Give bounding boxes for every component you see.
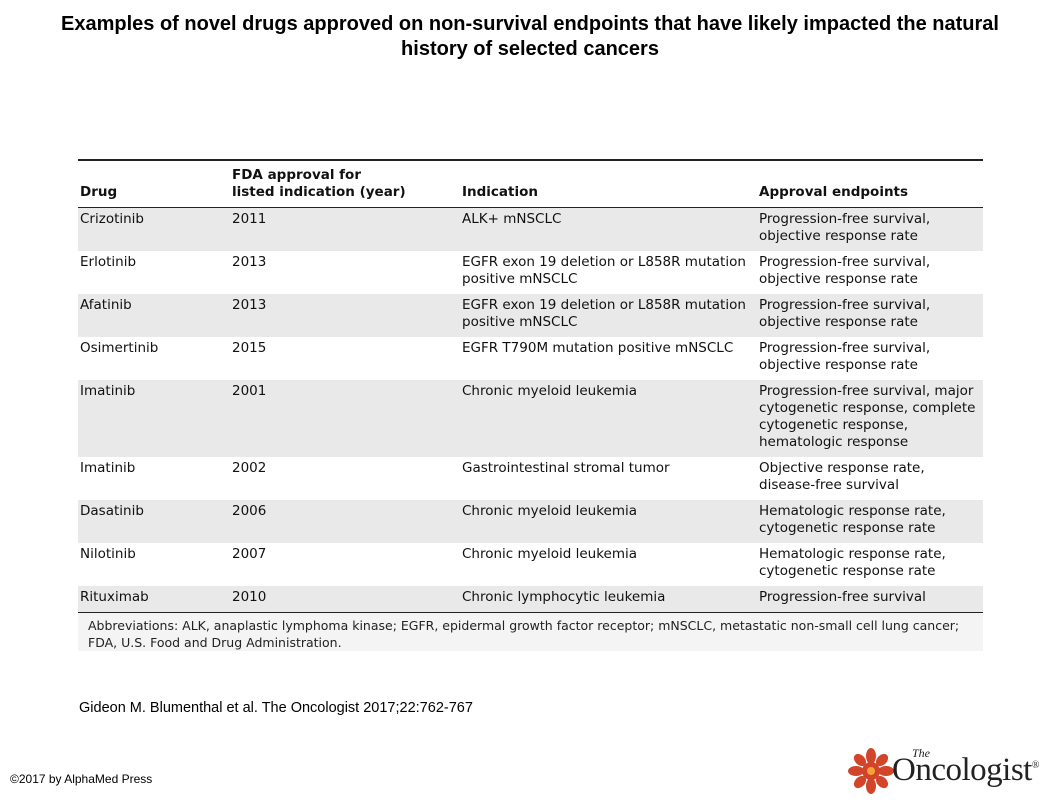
cell-year: 2001 (232, 383, 267, 399)
table-row: Imatinib 2001 Chronic myeloid leukemia P… (78, 380, 983, 457)
cell-indication: Chronic myeloid leukemia (462, 546, 638, 562)
cell-endpoints: Progression-free survival, objective res… (759, 254, 931, 287)
cell-endpoints: Progression-free survival, major cytogen… (759, 383, 976, 450)
table-row: Osimertinib 2015 EGFR T790M mutation pos… (78, 337, 983, 380)
header-fda-line1: FDA approval for (232, 167, 361, 183)
logo-name-text: Oncologist (892, 752, 1032, 788)
cell-indication: ALK+ mNSCLC (462, 211, 562, 227)
flower-logo-icon (848, 748, 894, 794)
cell-drug: Afatinib (80, 297, 132, 313)
cell-drug: Nilotinib (80, 546, 136, 562)
cell-indication: EGFR T790M mutation positive mNSCLC (462, 340, 734, 356)
header-indication: Indication (462, 184, 539, 200)
drug-table: Drug FDA approval for listed indication … (78, 159, 983, 651)
table-row: Rituximab 2010 Chronic lymphocytic leuke… (78, 586, 983, 613)
cell-drug: Erlotinib (80, 254, 137, 270)
cell-indication: EGFR exon 19 deletion or L858R mutation … (462, 254, 746, 287)
cell-year: 2011 (232, 211, 267, 227)
cell-endpoints: Progression-free survival, objective res… (759, 211, 931, 244)
cell-endpoints: Hematologic response rate, cytogenetic r… (759, 503, 946, 536)
logo-registered-mark: ® (1031, 760, 1040, 771)
cell-drug: Rituximab (80, 589, 149, 605)
header-drug: Drug (80, 184, 118, 200)
table-row: Erlotinib 2013 EGFR exon 19 deletion or … (78, 251, 983, 294)
cell-drug: Imatinib (80, 460, 136, 476)
cell-indication: Gastrointestinal stromal tumor (462, 460, 670, 476)
cell-year: 2013 (232, 297, 267, 313)
table-row: Afatinib 2013 EGFR exon 19 deletion or L… (78, 294, 983, 337)
cell-year: 2013 (232, 254, 267, 270)
cell-year: 2007 (232, 546, 267, 562)
cell-year: 2006 (232, 503, 267, 519)
slide-title: Examples of novel drugs approved on non-… (61, 13, 999, 60)
header-approval-endpoints: Approval endpoints (759, 184, 909, 200)
cell-drug: Dasatinib (80, 503, 144, 519)
header-fda-line2: listed indication (year) (232, 184, 406, 200)
table-footnote: Abbreviations: ALK, anaplastic lymphoma … (78, 613, 983, 651)
cell-endpoints: Hematologic response rate, cytogenetic r… (759, 546, 946, 579)
cell-endpoints: Progression-free survival, objective res… (759, 297, 931, 330)
cell-endpoints: Objective response rate, disease-free su… (759, 460, 925, 493)
cell-year: 2002 (232, 460, 267, 476)
table-row: Imatinib 2002 Gastrointestinal stromal t… (78, 457, 983, 500)
cell-endpoints: Progression-free survival, objective res… (759, 340, 931, 373)
cell-year: 2015 (232, 340, 267, 356)
cell-indication: Chronic myeloid leukemia (462, 383, 638, 399)
copyright-notice: ©2017 by AlphaMed Press (10, 772, 153, 786)
table-row: Nilotinib 2007 Chronic myeloid leukemia … (78, 543, 983, 586)
cell-drug: Crizotinib (80, 211, 144, 227)
logo-name: Oncologist® (892, 752, 1039, 789)
oncologist-logo: The Oncologist® (848, 742, 1039, 797)
logo-the: The (912, 746, 930, 760)
table-row: Dasatinib 2006 Chronic myeloid leukemia … (78, 500, 983, 543)
table-row: Crizotinib 2011 ALK+ mNSCLC Progression-… (78, 207, 983, 251)
cell-indication: EGFR exon 19 deletion or L858R mutation … (462, 297, 746, 330)
cell-indication: Chronic lymphocytic leukemia (462, 589, 666, 605)
header-fda-approval: FDA approval for listed indication (year… (230, 160, 460, 208)
cell-drug: Osimertinib (80, 340, 159, 356)
cell-year: 2010 (232, 589, 267, 605)
cell-indication: Chronic myeloid leukemia (462, 503, 638, 519)
citation: Gideon M. Blumenthal et al. The Oncologi… (79, 700, 473, 716)
table-header-row: Drug FDA approval for listed indication … (78, 160, 983, 208)
cell-endpoints: Progression-free survival (759, 589, 926, 605)
cell-drug: Imatinib (80, 383, 136, 399)
